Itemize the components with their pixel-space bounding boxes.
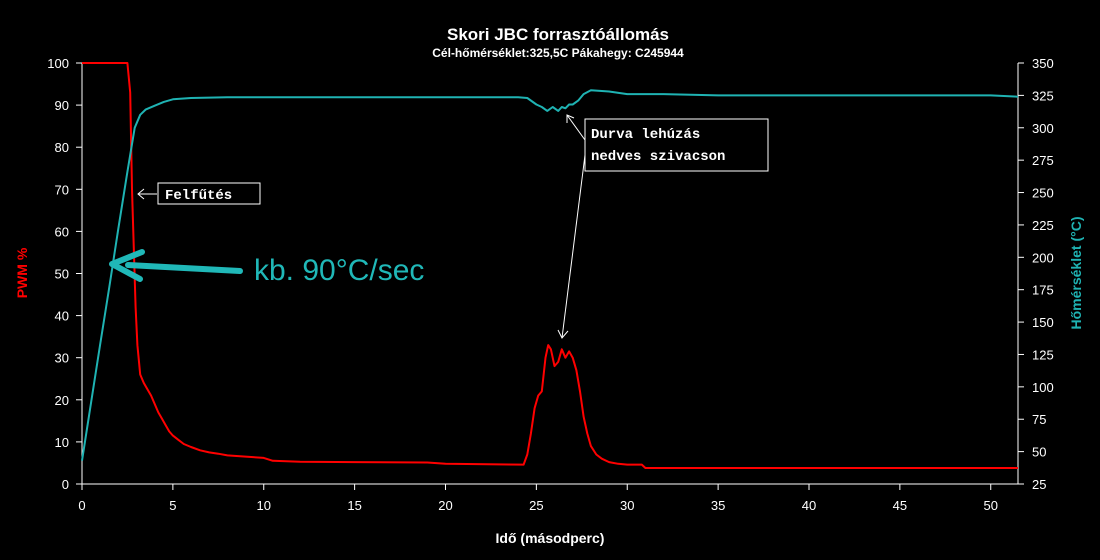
right-y-tick-label: 325	[1032, 88, 1054, 103]
x-ticks: 0 5 10 15 20 25 30 35 40 45 50	[78, 484, 998, 513]
annotation-felfutes-box	[157, 182, 261, 205]
annotation-durva-box	[584, 118, 769, 172]
annotation-heating-rate-arrowhead	[109, 249, 145, 282]
x-tick-label: 15	[347, 498, 361, 513]
pwm-series-line	[82, 62, 1018, 469]
annotation-felfutes-arrowhead	[137, 188, 145, 200]
x-tick-label: 20	[438, 498, 452, 513]
annotation-durva-line2: nedves szivacson	[591, 149, 725, 165]
left-y-tick-label: 40	[55, 309, 69, 324]
right-y-tick-label: 225	[1032, 218, 1054, 233]
left-y-tick-label: 50	[55, 267, 69, 282]
right-y-tick-label: 250	[1032, 186, 1054, 201]
right-y-ticks: 25 50 75 100 125 150 175 200 225 250 275 300 325 350	[1018, 56, 1054, 492]
left-y-tick-label: 10	[55, 435, 69, 450]
x-tick-label: 35	[711, 498, 725, 513]
x-axis-label: Idő (másodperc)	[496, 530, 605, 546]
temperature-series-line	[81, 89, 1019, 461]
right-y-tick-label: 100	[1032, 380, 1054, 395]
left-y-tick-label: 0	[62, 477, 69, 492]
x-tick-label: 5	[169, 498, 176, 513]
left-y-tick-label: 70	[55, 182, 69, 197]
right-y-tick-label: 300	[1032, 121, 1054, 136]
left-y-tick-label: 30	[55, 351, 69, 366]
annotation-heating-rate-text: kb. 90°C/sec	[254, 254, 424, 287]
x-tick-label: 30	[620, 498, 634, 513]
x-tick-label: 25	[529, 498, 543, 513]
annotation-heating-rate-arrow	[125, 262, 243, 274]
right-y-tick-label: 275	[1032, 153, 1054, 168]
annotation-durva-arrow-down	[561, 154, 586, 339]
left-y-tick-label: 60	[55, 224, 69, 239]
right-y-axis-label: Hőmérséklet (°C)	[1068, 217, 1084, 330]
right-y-tick-label: 125	[1032, 347, 1054, 362]
right-y-tick-label: 75	[1032, 412, 1046, 427]
annotation-durva: Durva lehúzás nedves szivacson	[557, 114, 769, 339]
left-y-ticks: 0 10 20 30 40 50 60 70 80 90 100	[47, 56, 82, 492]
left-y-tick-label: 80	[55, 140, 69, 155]
annotation-durva-arrowhead-down	[557, 329, 569, 339]
chart-subtitle: Cél-hőmérséklet:325,5C Pákahegy: C245944	[432, 46, 684, 60]
annotation-durva-arrowhead-up	[566, 114, 575, 123]
right-y-tick-label: 350	[1032, 56, 1054, 71]
left-y-tick-label: 90	[55, 98, 69, 113]
annotation-felfutes-text: Felfűtés	[165, 188, 232, 204]
annotation-heating-rate: kb. 90°C/sec	[109, 249, 424, 287]
annotation-felfutes: Felfűtés	[137, 182, 261, 205]
left-y-tick-label: 20	[55, 393, 69, 408]
annotation-durva-line1: Durva lehúzás	[591, 127, 700, 143]
right-y-tick-label: 175	[1032, 283, 1054, 298]
right-y-tick-label: 50	[1032, 445, 1046, 460]
x-tick-label: 50	[984, 498, 998, 513]
left-y-axis-label: PWM %	[14, 247, 30, 298]
annotation-durva-arrow-up	[566, 114, 586, 141]
right-y-tick-label: 200	[1032, 250, 1054, 265]
x-tick-label: 10	[257, 498, 271, 513]
right-y-tick-label: 25	[1032, 477, 1046, 492]
x-tick-label: 45	[893, 498, 907, 513]
left-y-tick-label: 100	[47, 56, 69, 71]
chart-title: Skori JBC forrasztóállomás	[447, 25, 669, 44]
right-y-tick-label: 150	[1032, 315, 1054, 330]
x-tick-label: 0	[78, 498, 85, 513]
x-tick-label: 40	[802, 498, 816, 513]
